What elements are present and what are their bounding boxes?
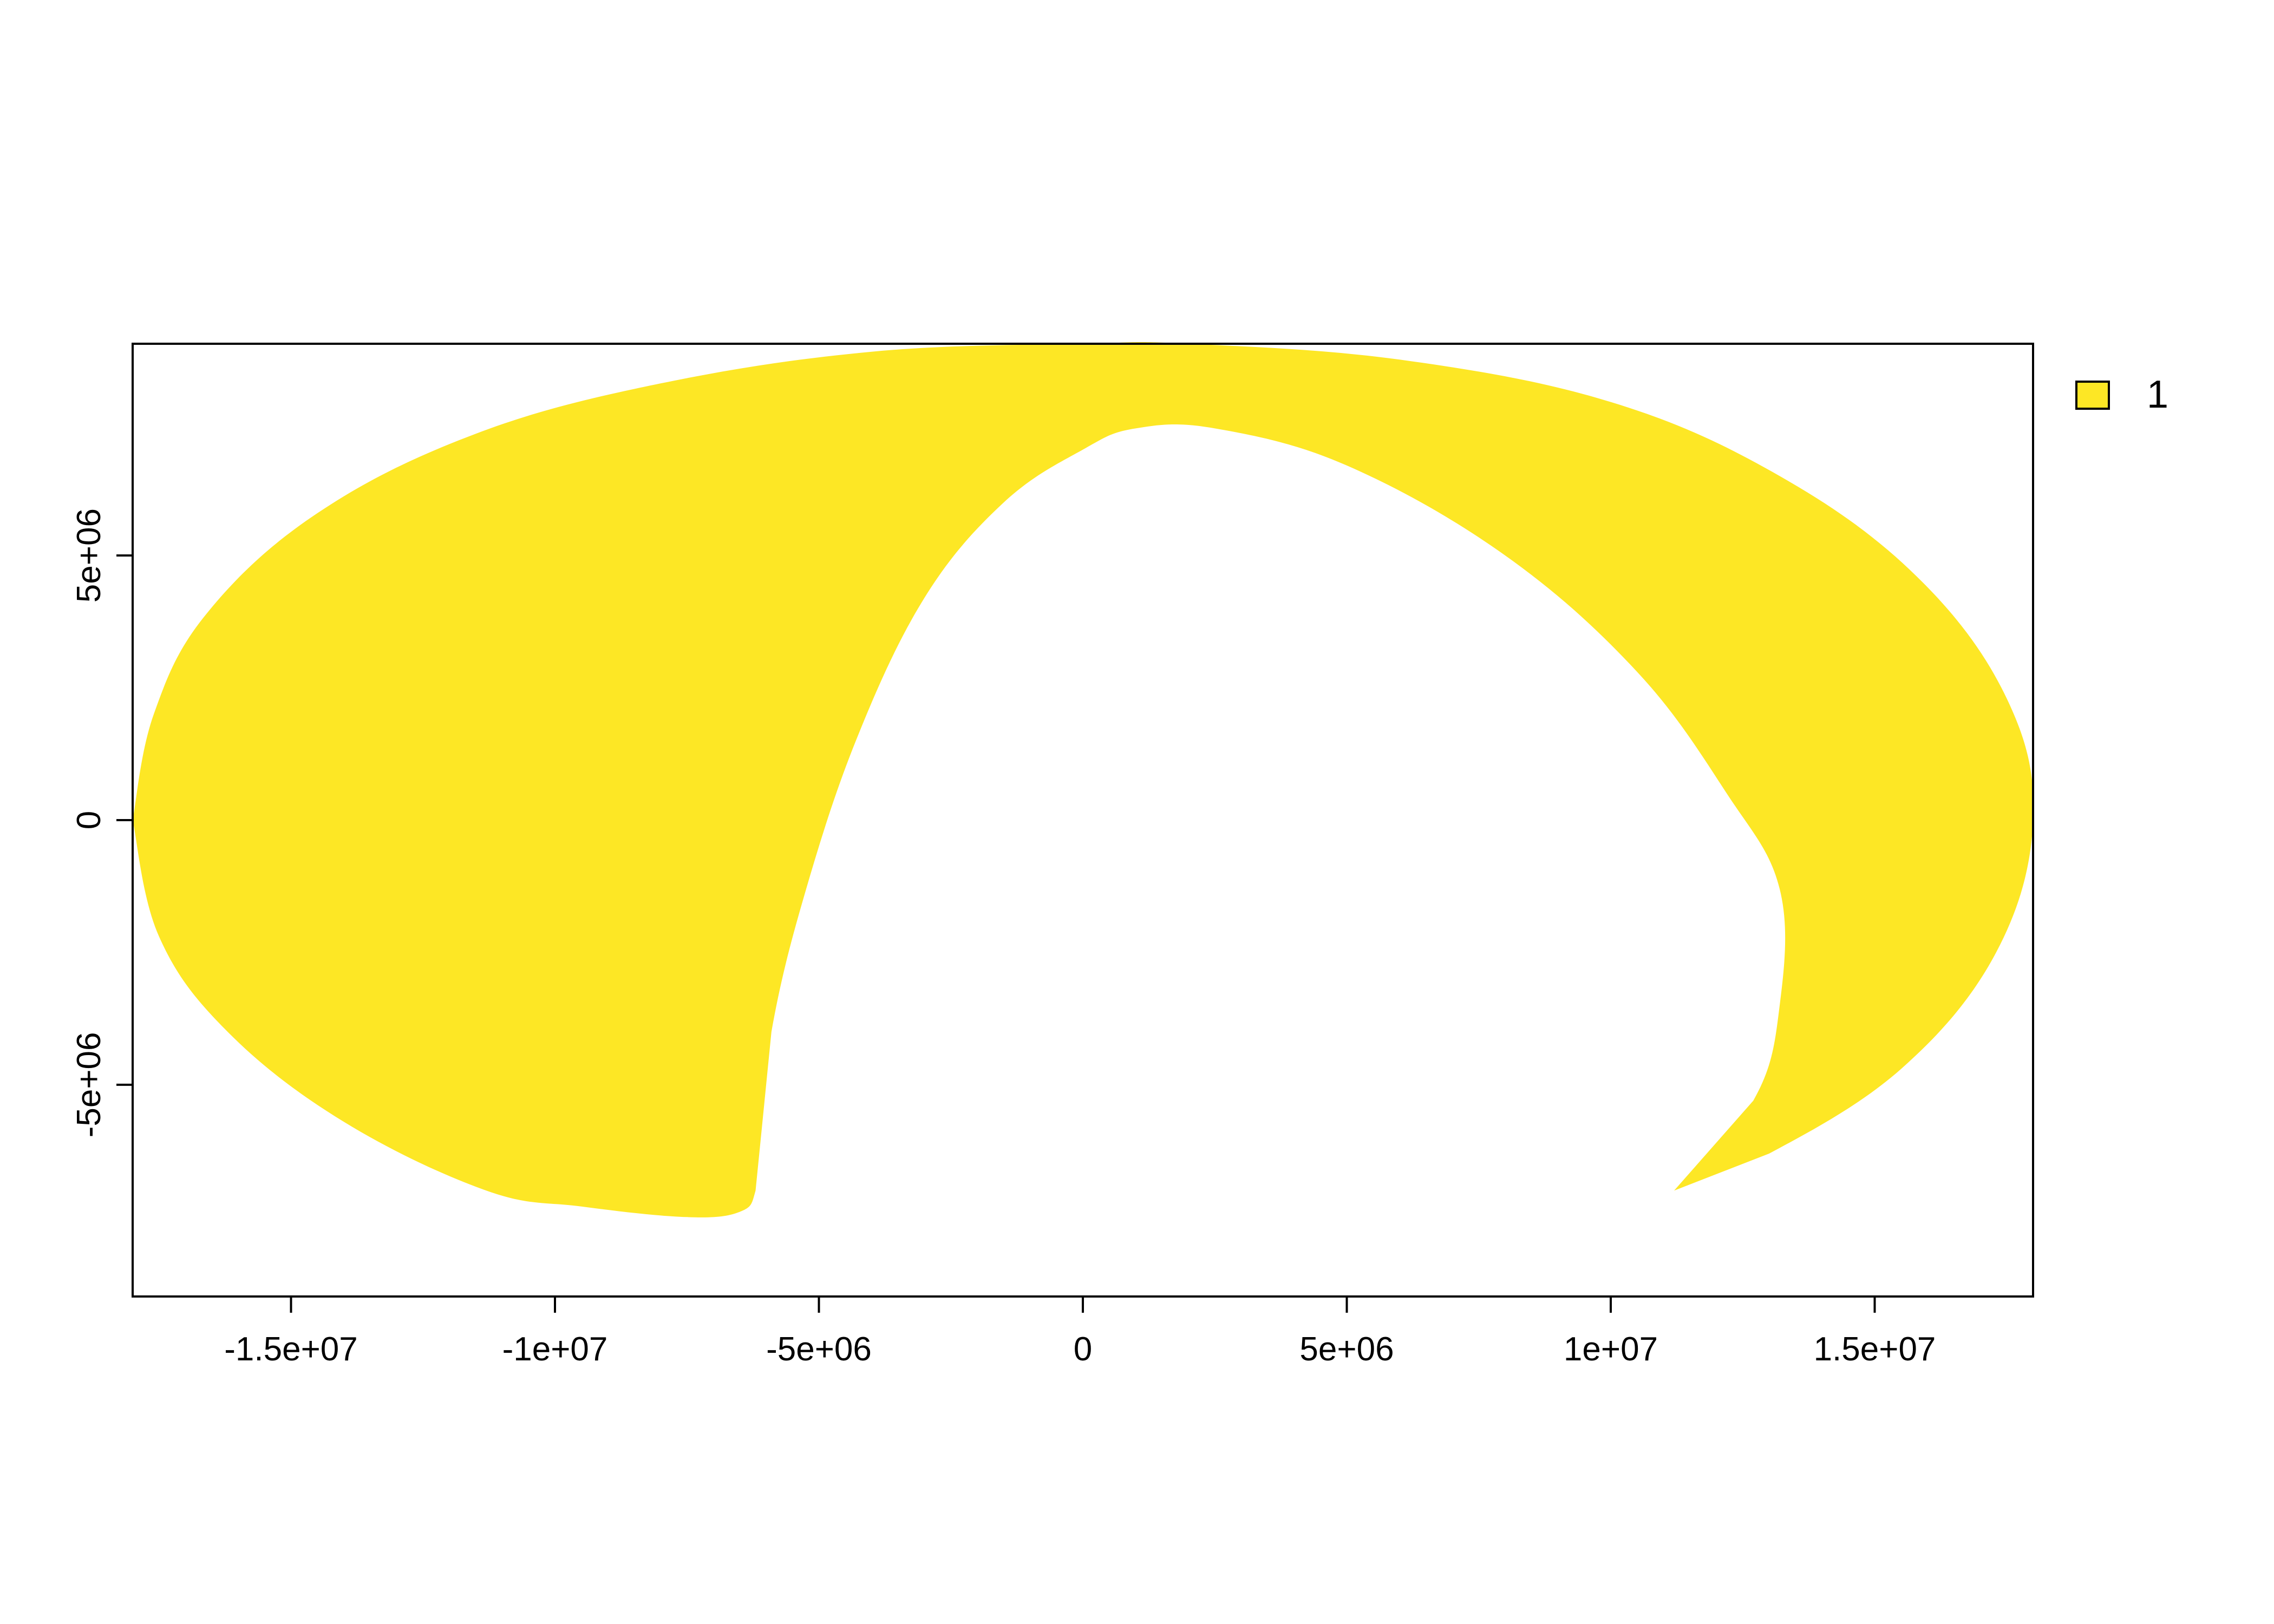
legend-label: 1 [2147, 373, 2168, 416]
legend: 1 [2075, 373, 2168, 416]
x-tick-label: -1e+07 [502, 1331, 608, 1368]
x-tick-label: 5e+06 [1299, 1331, 1394, 1368]
x-tick-label: 0 [1074, 1331, 1092, 1368]
raster-region-layer [133, 342, 2034, 1217]
x-axis: -1.5e+07 -1e+07 -5e+06 0 5e+06 1e+07 1.5e+07 [224, 1296, 1936, 1368]
y-tick-label: -5e+06 [70, 1032, 108, 1137]
x-tick-label: -5e+06 [766, 1331, 872, 1368]
y-axis: -5e+06 0 5e+06 [70, 508, 133, 1137]
y-tick-label: 5e+06 [70, 508, 108, 603]
x-tick-label: 1.5e+07 [1814, 1331, 1936, 1368]
x-tick-label: 1e+07 [1564, 1331, 1658, 1368]
y-tick-label: 0 [70, 811, 108, 829]
legend-swatch [2075, 381, 2110, 410]
x-tick-label: -1.5e+07 [224, 1331, 358, 1368]
raster-region-value-1 [133, 342, 2034, 1217]
